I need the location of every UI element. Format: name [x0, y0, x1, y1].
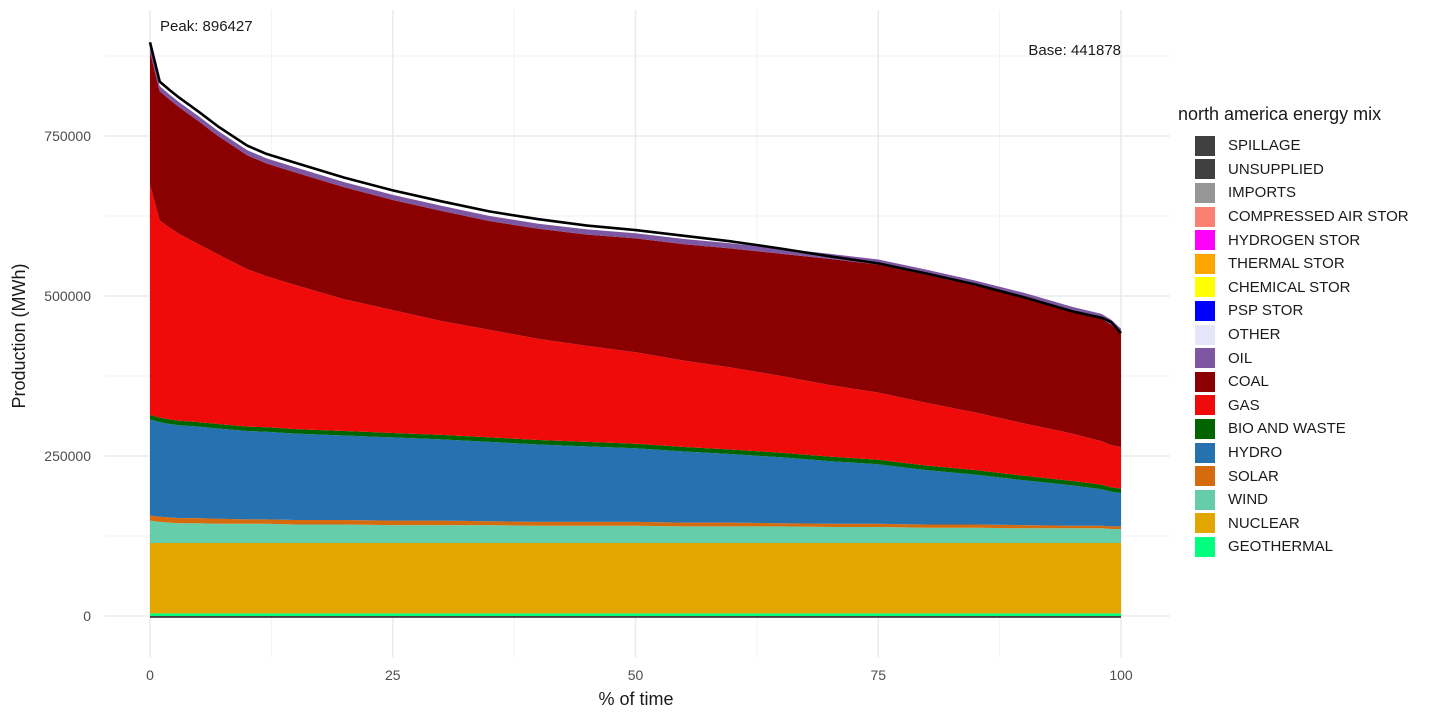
legend-label: SPILLAGE [1228, 137, 1301, 155]
legend-swatch-hydrogen-stor [1195, 230, 1215, 251]
base-annotation: Base: 441878 [1028, 42, 1121, 59]
legend-label: OTHER [1228, 326, 1281, 344]
legend-item-compressed-air-stor: COMPRESSED AIR STOR [1178, 205, 1440, 229]
legend-swatch-gas [1195, 395, 1215, 416]
peak-annotation: Peak: 896427 [160, 18, 253, 35]
legend-swatch-thermal-stor [1195, 253, 1215, 274]
legend-swatch-wind [1195, 489, 1215, 510]
legend-label: CHEMICAL STOR [1228, 278, 1351, 296]
legend-label: HYDROGEN STOR [1228, 231, 1361, 249]
legend-item-hydrogen-stor: HYDROGEN STOR [1178, 228, 1440, 252]
y-tick-labels: 0 250000 500000 750000 [44, 128, 91, 624]
legend-label: HYDRO [1228, 444, 1283, 462]
area-gas [150, 184, 1121, 489]
legend-item-unsupplied: UNSUPPLIED [1178, 158, 1440, 182]
area-wind [150, 520, 1121, 543]
legend-swatch-other [1195, 324, 1215, 345]
legend-label: OIL [1228, 349, 1253, 367]
legend-label: COAL [1228, 373, 1269, 391]
legend-item-other: OTHER [1178, 323, 1440, 347]
x-axis-title: % of time [598, 689, 673, 709]
y-tick-label: 0 [83, 608, 91, 624]
legend-item-bio-and-waste: BIO AND WASTE [1178, 417, 1440, 441]
legend-item-wind: WIND [1178, 488, 1440, 512]
x-tick-label: 50 [628, 667, 644, 683]
x-tick-label: 25 [385, 667, 401, 683]
legend-label: BIO AND WASTE [1228, 420, 1346, 438]
legend-swatch-spillage [1195, 135, 1215, 156]
y-tick-label: 250000 [44, 448, 91, 464]
legend-label: IMPORTS [1228, 184, 1297, 202]
legend-label: PSP STOR [1228, 302, 1304, 320]
area-solar [150, 515, 1121, 529]
area-bio-and-waste [150, 415, 1121, 494]
legend-swatch-coal [1195, 371, 1215, 392]
legend: north america energy mix SPILLAGE UNSUPPL… [1178, 104, 1440, 559]
legend-label: GEOTHERMAL [1228, 538, 1334, 556]
legend-item-imports: IMPORTS [1178, 181, 1440, 205]
legend-item-gas: GAS [1178, 394, 1440, 418]
area-spillage [150, 616, 1121, 618]
legend-item-chemical-stor: CHEMICAL STOR [1178, 276, 1440, 300]
legend-label: COMPRESSED AIR STOR [1228, 208, 1409, 226]
legend-item-solar: SOLAR [1178, 464, 1440, 488]
load-line [148, 41, 1122, 335]
y-tick-label: 750000 [44, 128, 91, 144]
area-oil [150, 46, 1121, 334]
legend-label: WIND [1228, 491, 1268, 509]
legend-swatch-hydro [1195, 442, 1215, 463]
legend-items: SPILLAGE UNSUPPLIED IMPORTS COMPRESSED AIR … [1178, 134, 1440, 559]
x-tick-labels: 0 25 50 75 100 [146, 667, 1133, 683]
x-tick-label: 100 [1109, 667, 1133, 683]
legend-swatch-geothermal [1195, 536, 1215, 557]
legend-label: GAS [1228, 396, 1260, 414]
legend-item-geothermal: GEOTHERMAL [1178, 535, 1440, 559]
legend-title: north america energy mix [1178, 104, 1382, 124]
y-tick-label: 500000 [44, 288, 91, 304]
legend-item-nuclear: NUCLEAR [1178, 512, 1440, 536]
legend-item-coal: COAL [1178, 370, 1440, 394]
legend-swatch-psp-stor [1195, 300, 1215, 321]
legend-swatch-unsupplied [1195, 159, 1215, 180]
area-geothermal [150, 613, 1121, 616]
legend-swatch-compressed-air-stor [1195, 206, 1215, 227]
stacked-areas [150, 46, 1121, 618]
area-nuclear [150, 543, 1121, 614]
legend-label: SOLAR [1228, 467, 1279, 485]
x-tick-label: 75 [870, 667, 886, 683]
legend-swatch-nuclear [1195, 513, 1215, 534]
legend-label: UNSUPPLIED [1228, 160, 1324, 178]
legend-item-hydro: HYDRO [1178, 441, 1440, 465]
x-tick-label: 0 [146, 667, 154, 683]
legend-swatch-solar [1195, 466, 1215, 487]
load-line-group [148, 41, 1122, 335]
legend-item-oil: OIL [1178, 346, 1440, 370]
legend-swatch-imports [1195, 182, 1215, 203]
legend-item-spillage: SPILLAGE [1178, 134, 1440, 158]
y-axis-title: Production (MWh) [9, 263, 29, 408]
area-hydro [150, 419, 1121, 527]
legend-swatch-oil [1195, 348, 1215, 369]
legend-label: THERMAL STOR [1228, 255, 1345, 273]
legend-item-psp-stor: PSP STOR [1178, 299, 1440, 323]
legend-label: NUCLEAR [1228, 514, 1300, 532]
legend-swatch-chemical-stor [1195, 277, 1215, 298]
legend-swatch-bio-and-waste [1195, 418, 1215, 439]
area-coal [150, 51, 1121, 448]
legend-item-thermal-stor: THERMAL STOR [1178, 252, 1440, 276]
